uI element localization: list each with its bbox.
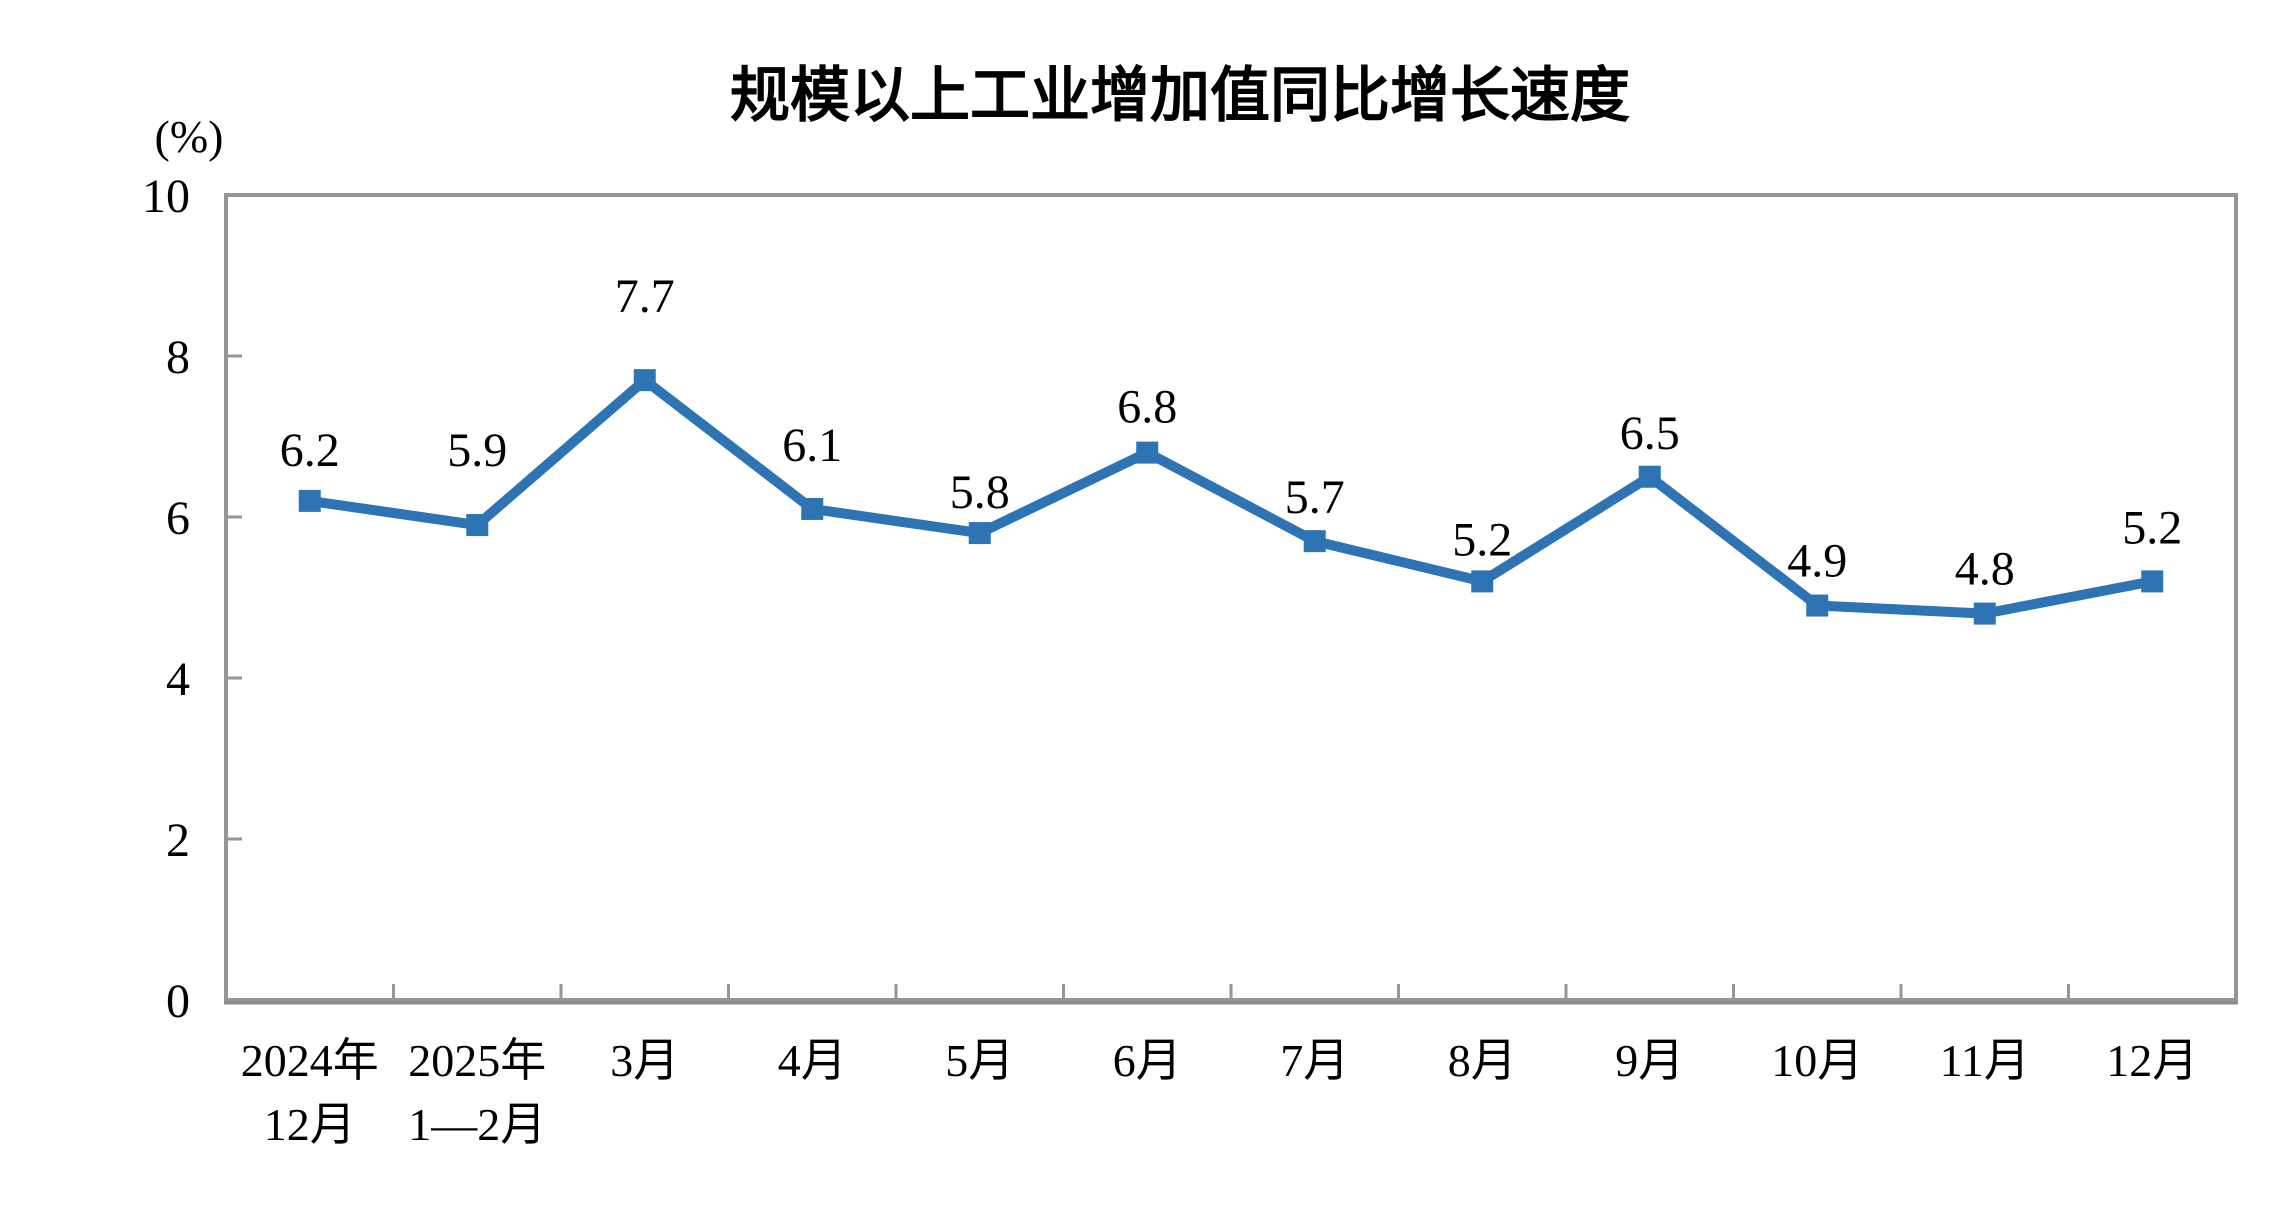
data-point-marker	[1806, 594, 1829, 617]
data-point-label: 5.2	[2122, 501, 2182, 554]
plot-area: 0 2 4 6 8 10 2024年 12月 2025年 1—2月 3月 4月 5月 6月 7月 8月 9月 10…	[142, 170, 2238, 1150]
y-axis-tick-label: 6	[166, 492, 190, 545]
data-point-marker	[466, 514, 489, 537]
x-axis-tick-label: 7月	[1280, 1035, 1349, 1086]
y-axis-tick-label: 4	[166, 653, 190, 706]
data-point-marker	[1471, 570, 1494, 593]
data-point-marker	[1303, 530, 1326, 553]
data-point-label: 6.2	[280, 424, 340, 477]
data-point-label: 6.5	[1620, 407, 1680, 460]
x-axis-tick-label: 2024年	[241, 1035, 379, 1086]
plot-border	[224, 193, 2238, 1002]
x-axis-tick-label: 1—2月	[408, 1099, 546, 1150]
data-point-marker	[633, 369, 656, 392]
x-axis-tick-label: 9月	[1615, 1035, 1684, 1086]
x-axis-tick-label: 8月	[1448, 1035, 1517, 1086]
x-axis-tick-label: 11月	[1940, 1035, 2030, 1086]
data-point-label: 6.1	[782, 419, 842, 472]
data-point-label: 5.9	[447, 424, 507, 477]
data-point-marker	[298, 489, 321, 512]
x-axis-tick-label: 12月	[264, 1099, 356, 1150]
y-axis-tick-label: 10	[142, 170, 190, 223]
x-axis-tick-label: 4月	[778, 1035, 847, 1086]
x-axis-tick-label: 2025年	[408, 1035, 546, 1086]
x-axis-tick-label: 6月	[1113, 1035, 1182, 1086]
data-point-marker	[1638, 465, 1661, 488]
y-axis-tick-label: 0	[166, 975, 190, 1028]
chart-title: 规模以上工业增加值同比增长速度	[730, 62, 1630, 129]
series-line	[309, 375, 2154, 619]
data-point-label: 5.8	[950, 466, 1010, 519]
data-point-marker	[1973, 602, 1996, 625]
data-point-label: 7.7	[615, 270, 675, 323]
data-point-label: 4.8	[1955, 543, 2015, 596]
industrial-value-added-growth-chart: 规模以上工业增加值同比增长速度 (%) 0 2 4 6 8 10 2024年 12月 2025年…	[40, 16, 2296, 1208]
data-point-marker	[801, 497, 824, 520]
y-axis-tick-label: 8	[166, 331, 190, 384]
x-axis-tick-label: 12月	[2106, 1035, 2198, 1086]
x-axis-tick-label: 5月	[945, 1035, 1014, 1086]
data-point-marker	[968, 522, 991, 545]
data-point-label: 6.8	[1117, 381, 1177, 434]
line-chart-svg: 规模以上工业增加值同比增长速度 (%) 0 2 4 6 8 10 2024年 12月 2025年…	[142, 62, 2238, 1150]
data-point-label: 5.2	[1452, 513, 1512, 566]
y-axis-unit-label: (%)	[155, 111, 224, 162]
x-axis-tick-label: 10月	[1771, 1035, 1863, 1086]
data-point-marker	[1136, 441, 1159, 464]
data-point-marker	[2141, 570, 2164, 593]
data-point-label: 4.9	[1787, 535, 1847, 588]
data-point-label: 5.7	[1285, 471, 1345, 524]
x-axis-tick-label: 3月	[610, 1035, 679, 1086]
y-axis-tick-label: 2	[166, 814, 190, 867]
